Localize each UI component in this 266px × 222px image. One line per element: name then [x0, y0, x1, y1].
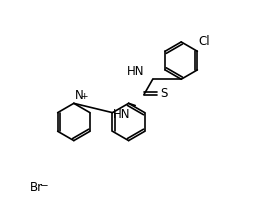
Text: N: N [74, 89, 83, 102]
Text: HN: HN [113, 108, 131, 121]
Text: Br: Br [30, 181, 43, 194]
Text: +: + [80, 92, 87, 101]
Text: Cl: Cl [198, 35, 210, 48]
Text: HN: HN [126, 65, 144, 78]
Text: −: − [40, 180, 49, 190]
Text: S: S [160, 87, 168, 100]
